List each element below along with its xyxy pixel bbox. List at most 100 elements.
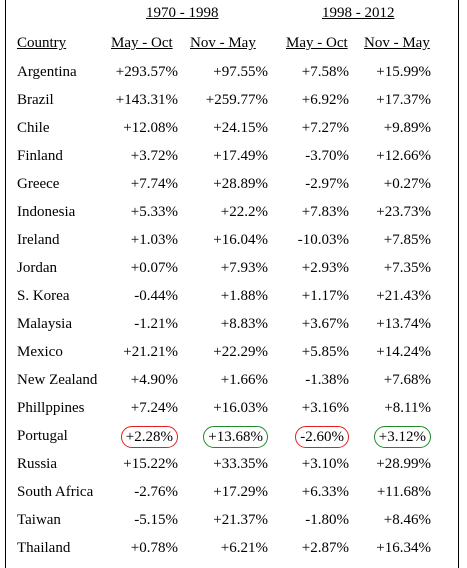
value-p2-nov-may: +21.43% [376, 288, 431, 304]
table-row: Jordan +0.07% +7.93% +2.93% +7.35% [0, 258, 467, 286]
value-p1-may-oct: -1.21% [134, 316, 178, 332]
country-name: Phillppines [17, 400, 85, 416]
value-p1-nov-may: +24.15% [213, 120, 268, 136]
value-p1-may-oct: +0.78% [130, 540, 178, 556]
value-p2-may-oct: +7.83% [301, 204, 349, 220]
value-p2-may-oct: +3.10% [301, 456, 349, 472]
value-p2-may-oct: +3.67% [301, 316, 349, 332]
value-p1-nov-may: +1.66% [220, 372, 268, 388]
country-name: Russia [17, 456, 58, 472]
value-p2-nov-may: +28.99% [376, 456, 431, 472]
value-p2-nov-may: +8.11% [384, 400, 431, 416]
table-row: Malaysia -1.21% +8.83% +3.67% +13.74% [0, 314, 467, 342]
value-p1-nov-may: +17.29% [213, 484, 268, 500]
value-p2-nov-may: +23.73% [376, 204, 431, 220]
value-p1-may-oct: +21.21% [123, 344, 178, 360]
table-row: Ireland +1.03% +16.04% -10.03% +7.85% [0, 230, 467, 258]
value-p2-may-oct: +2.87% [301, 540, 349, 556]
value-p1-nov-may: +16.04% [213, 232, 268, 248]
header-p2-nov-may: Nov - May [364, 35, 430, 51]
value-p1-nov-may: +22.2% [220, 204, 268, 220]
value-p1-may-oct: +1.03% [130, 232, 178, 248]
value-p1-nov-may: +97.55% [213, 64, 268, 80]
value-p2-may-oct: -2.97% [305, 176, 349, 192]
country-name: South Africa [17, 484, 94, 500]
value-p2-nov-may: +0.27% [383, 176, 431, 192]
value-p2-nov-may: +13.74% [376, 316, 431, 332]
header-country: Country [17, 35, 67, 51]
table-row: Finland +3.72% +17.49% -3.70% +12.66% [0, 146, 467, 174]
country-name: Argentina [17, 64, 77, 80]
table-row: Brazil +143.31% +259.77% +6.92% +17.37% [0, 90, 467, 118]
country-name: Indonesia [17, 204, 76, 220]
header-p1-may-oct: May - Oct [111, 35, 173, 51]
value-p2-nov-may: +15.99% [376, 64, 431, 80]
table-row: S. Korea -0.44% +1.88% +1.17% +21.43% [0, 286, 467, 314]
table-row: Chile +12.08% +24.15% +7.27% +9.89% [0, 118, 467, 146]
value-p1-may-oct: +5.33% [130, 204, 178, 220]
country-name: Taiwan [17, 512, 61, 528]
value-p1-may-oct: +0.07% [130, 260, 178, 276]
value-p2-may-oct: +7.27% [301, 120, 349, 136]
value-p2-may-oct: +5.85% [301, 344, 349, 360]
value-p2-nov-may: +14.24% [376, 344, 431, 360]
header-p2-may-oct: May - Oct [286, 35, 348, 51]
table-row: Argentina +293.57% +97.55% +7.58% +15.99% [0, 62, 467, 90]
country-name: Brazil [17, 92, 54, 108]
table-row: Taiwan -5.15% +21.37% -1.80% +8.46% [0, 510, 467, 538]
value-p2-may-oct: -1.80% [305, 512, 349, 528]
country-name: Finland [17, 148, 63, 164]
value-p2-nov-may: +7.68% [383, 372, 431, 388]
value-p1-may-oct: +4.90% [130, 372, 178, 388]
country-name: New Zealand [17, 372, 98, 388]
value-p1-nov-may: +259.77% [205, 92, 268, 108]
value-p1-nov-may: +7.93% [220, 260, 268, 276]
right-border-line [458, 0, 459, 568]
value-p2-may-oct: +6.33% [301, 484, 349, 500]
value-p1-may-oct: +2.28% [120, 426, 178, 448]
table-row: Greece +7.74% +28.89% -2.97% +0.27% [0, 174, 467, 202]
value-p1-nov-may: +33.35% [213, 456, 268, 472]
value-p1-nov-may: +8.83% [220, 316, 268, 332]
value-p2-nov-may: +7.85% [383, 232, 431, 248]
table-row: Phillppines +7.24% +16.03% +3.16% +8.11% [0, 398, 467, 426]
country-name: Chile [17, 120, 50, 136]
value-p2-may-oct: +1.17% [301, 288, 349, 304]
country-name: Greece [17, 176, 60, 192]
value-p2-nov-may: +9.89% [383, 120, 431, 136]
table-row: Russia +15.22% +33.35% +3.10% +28.99% [0, 454, 467, 482]
value-p2-may-oct: +6.92% [301, 92, 349, 108]
value-p2-may-oct: +3.16% [301, 400, 349, 416]
value-p1-may-oct: -0.44% [134, 288, 178, 304]
left-border-line [5, 0, 6, 568]
value-p1-may-oct: +3.72% [130, 148, 178, 164]
country-name: S. Korea [17, 288, 70, 304]
value-p2-nov-may: +11.68% [376, 484, 431, 500]
value-p2-nov-may: +7.35% [383, 260, 431, 276]
country-name: Malaysia [17, 316, 72, 332]
value-p1-may-oct: +143.31% [115, 92, 178, 108]
value-p2-may-oct: -2.60% [295, 426, 349, 448]
table-row: New Zealand +4.90% +1.66% -1.38% +7.68% [0, 370, 467, 398]
value-p1-nov-may: +13.68% [203, 426, 268, 448]
value-p1-may-oct: +12.08% [123, 120, 178, 136]
value-p2-nov-may: +3.12% [373, 426, 431, 448]
table-row: Thailand +0.78% +6.21% +2.87% +16.34% [0, 538, 467, 566]
value-p1-nov-may: +6.21% [220, 540, 268, 556]
value-p1-may-oct: +7.74% [130, 176, 178, 192]
table-row: Portugal +2.28% +13.68% -2.60% +3.12% [0, 426, 467, 454]
value-p1-nov-may: +21.37% [213, 512, 268, 528]
value-p1-nov-may: +22.29% [213, 344, 268, 360]
country-name: Jordan [17, 260, 57, 276]
period-heading-1998-2012: 1998 - 2012 [322, 5, 395, 21]
value-p2-may-oct: +7.58% [301, 64, 349, 80]
value-p1-may-oct: -2.76% [134, 484, 178, 500]
country-name: Thailand [17, 540, 71, 556]
period-heading-1970-1998: 1970 - 1998 [146, 5, 219, 21]
table-row: Mexico +21.21% +22.29% +5.85% +14.24% [0, 342, 467, 370]
value-p1-may-oct: +7.24% [130, 400, 178, 416]
value-p2-nov-may: +8.46% [383, 512, 431, 528]
value-p2-nov-may: +17.37% [376, 92, 431, 108]
value-p2-may-oct: -3.70% [305, 148, 349, 164]
